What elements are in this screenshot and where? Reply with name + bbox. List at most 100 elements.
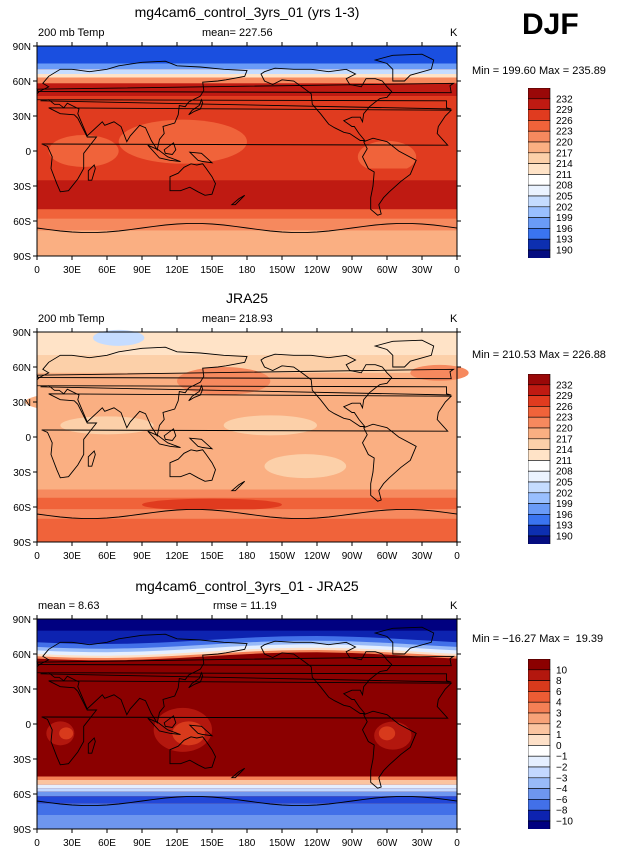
x-tick-label: 0 <box>34 838 40 849</box>
colorbar-label: 2 <box>556 719 562 730</box>
coastline <box>260 67 393 141</box>
x-tick-label: 180 <box>239 265 256 276</box>
y-tick-label: 30S <box>13 468 31 479</box>
coastline <box>163 428 177 441</box>
panel-2-colorbar: 2322292262232202172142112082052021991961… <box>528 374 573 544</box>
contour-band <box>37 791 457 797</box>
coastline <box>87 450 96 467</box>
colorbar-swatch <box>528 691 551 703</box>
panel-1-colorbar: 2322292262232202172142112082052021991961… <box>528 88 573 258</box>
colorbar-label: 220 <box>556 138 573 149</box>
x-tick-label: 120E <box>165 838 189 849</box>
colorbar-swatch <box>528 120 551 132</box>
coastline <box>373 626 435 655</box>
colorbar-label: 217 <box>556 434 573 445</box>
contour-band <box>37 780 457 785</box>
coastline <box>87 737 96 754</box>
panel-1-mean-label: mean= 227.56 <box>202 27 273 39</box>
coastline <box>41 680 453 766</box>
y-tick-label: 30N <box>13 398 31 409</box>
y-tick-label: 90N <box>13 328 31 339</box>
colorbar-swatch <box>528 745 551 757</box>
x-tick-label: 120W <box>304 838 331 849</box>
panel-2-variable-label: 200 mb Temp <box>38 313 105 325</box>
colorbar-label: 223 <box>556 127 573 138</box>
colorbar-swatch <box>528 427 551 440</box>
colorbar-label: 0 <box>556 741 562 752</box>
colorbar-label: 208 <box>556 181 573 192</box>
contour-region <box>25 393 119 411</box>
colorbar-label: 10 <box>556 665 568 676</box>
panel-3-rmse-label: rmse = 11.19 <box>213 600 277 612</box>
panel-1-title: mg4cam6_control_3yrs_01 (yrs 1-3) <box>134 4 360 20</box>
x-tick-label: 60E <box>98 265 116 276</box>
x-tick-label: 60W <box>377 265 398 276</box>
x-tick-label: 0 <box>34 551 40 562</box>
panel-2-units-label: K <box>450 313 458 325</box>
coastline <box>36 222 458 257</box>
contour-region <box>172 721 206 746</box>
polar-cold-north <box>37 46 457 64</box>
contour-band <box>37 180 457 210</box>
contour-band <box>37 63 457 70</box>
x-tick-label: 30E <box>63 838 81 849</box>
contour-region <box>264 454 347 479</box>
colorbar-label: 190 <box>556 246 573 257</box>
contour-band <box>37 218 457 231</box>
coastline <box>188 671 204 689</box>
colorbar-swatch <box>528 514 551 526</box>
y-tick-label: 90N <box>13 42 31 53</box>
y-tick-label: 0 <box>25 720 31 731</box>
colorbar-swatch <box>528 141 551 154</box>
coastline <box>260 353 393 427</box>
coastline <box>188 151 214 164</box>
x-tick-label: 120W <box>304 265 331 276</box>
contour-region <box>378 726 396 741</box>
coastline <box>87 164 96 181</box>
colorbar-label: 205 <box>556 192 573 203</box>
coastline <box>147 430 181 448</box>
colorbar-swatch <box>528 723 551 735</box>
y-tick-label: 60N <box>13 363 31 374</box>
x-tick-label: 180 <box>239 838 256 849</box>
contour-band <box>37 784 457 789</box>
contour-region <box>48 135 119 167</box>
contour-band <box>37 788 457 792</box>
x-tick-label: 150W <box>269 551 296 562</box>
coastline <box>188 98 204 116</box>
colorbar-label: 193 <box>556 235 573 246</box>
panel-1-minmax: Min = 199.60 Max = 235.89 <box>472 65 606 77</box>
colorbar-label: −1 <box>556 752 568 763</box>
colorbar-label: −6 <box>556 795 568 806</box>
colorbar-swatch <box>528 406 551 418</box>
colorbar-swatch <box>528 659 551 671</box>
colorbar-label: 190 <box>556 532 573 543</box>
contour-region <box>93 329 145 346</box>
coastline <box>188 724 214 737</box>
y-tick-label: 60S <box>13 790 31 801</box>
colorbar-swatch <box>528 460 551 472</box>
y-tick-label: 30N <box>13 112 31 123</box>
colorbar-label: 193 <box>556 521 573 532</box>
colorbar-label: 214 <box>556 445 573 456</box>
x-tick-label: 90W <box>342 838 363 849</box>
colorbar-label: −8 <box>556 806 568 817</box>
contour-band <box>37 796 457 804</box>
coastline <box>373 53 435 82</box>
contour-region <box>223 415 317 436</box>
colorbar-swatch <box>528 766 551 779</box>
x-tick-label: 60W <box>377 551 398 562</box>
y-tick-label: 90S <box>13 538 31 549</box>
contour-region <box>142 498 282 511</box>
y-tick-label: 0 <box>25 433 31 444</box>
colorbar-label: 232 <box>556 380 573 391</box>
x-tick-label: 120E <box>165 265 189 276</box>
colorbar-label: 229 <box>556 105 573 116</box>
colorbar-swatch <box>528 195 551 208</box>
y-tick-label: 90N <box>13 615 31 626</box>
x-tick-label: 150E <box>200 838 224 849</box>
colorbar-label: 226 <box>556 402 573 413</box>
colorbar-swatch <box>528 481 551 494</box>
colorbar-label: 3 <box>556 709 562 720</box>
coastline <box>169 449 216 482</box>
